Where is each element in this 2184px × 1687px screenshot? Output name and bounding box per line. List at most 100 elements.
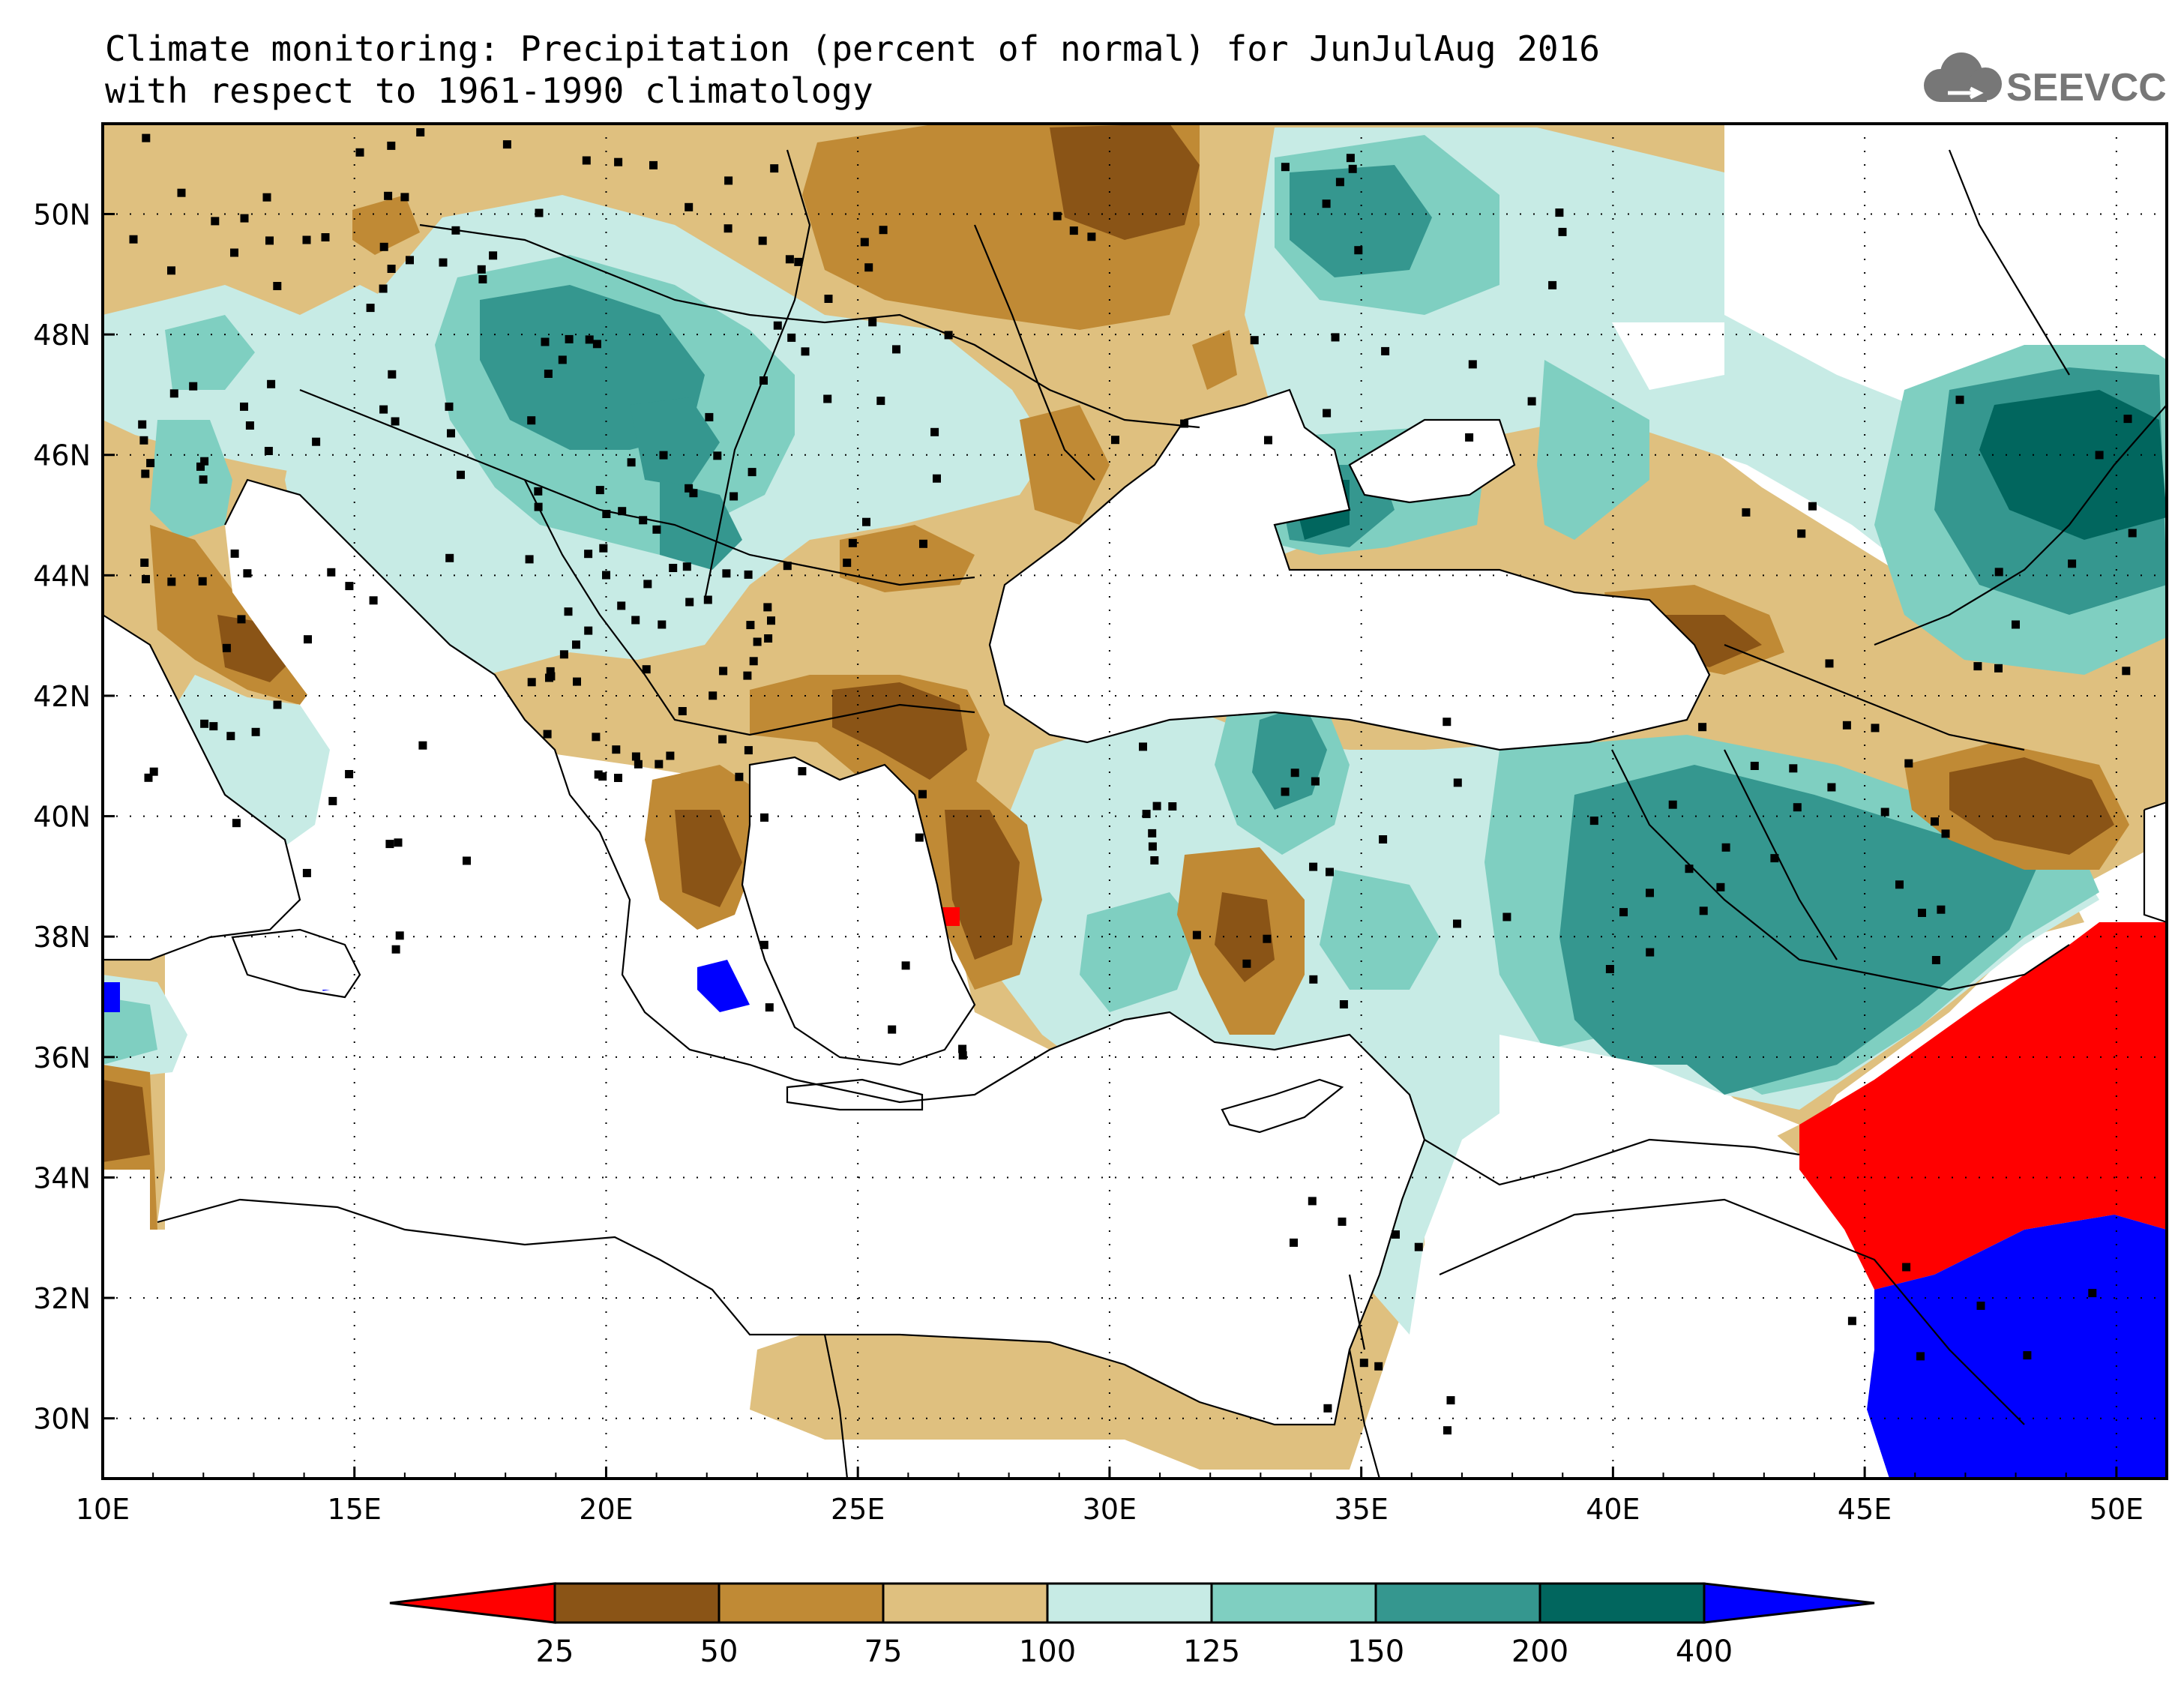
station-marker xyxy=(1827,783,1836,792)
station-marker xyxy=(535,208,544,217)
station-marker xyxy=(1880,808,1889,817)
station-marker xyxy=(669,564,678,572)
colorbar-label: 125 xyxy=(1183,1635,1240,1669)
y-tick-label: 42N xyxy=(33,680,91,713)
station-marker xyxy=(140,559,149,567)
station-marker xyxy=(1931,817,1939,826)
station-marker xyxy=(722,569,731,578)
station-marker xyxy=(264,447,273,455)
y-tick-label: 32N xyxy=(33,1282,91,1315)
station-marker xyxy=(749,657,758,666)
caspian-sea xyxy=(2144,802,2167,922)
station-marker xyxy=(685,202,694,211)
station-marker xyxy=(1976,1302,1985,1310)
station-marker xyxy=(457,470,465,479)
station-marker xyxy=(930,427,939,436)
station-marker xyxy=(1770,854,1779,863)
station-marker xyxy=(783,562,792,571)
station-marker xyxy=(1750,762,1759,770)
station-marker xyxy=(1605,965,1614,973)
station-marker xyxy=(1322,199,1331,208)
station-marker xyxy=(848,538,857,547)
station-marker xyxy=(1150,856,1159,864)
station-marker xyxy=(1808,502,1817,511)
station-marker xyxy=(1152,802,1161,811)
station-marker xyxy=(445,402,454,411)
station-marker xyxy=(541,337,550,346)
station-marker xyxy=(592,733,601,742)
station-marker xyxy=(1250,336,1259,345)
x-tick-label: 30E xyxy=(1083,1493,1137,1526)
station-marker xyxy=(666,751,675,760)
station-marker xyxy=(602,510,611,518)
station-marker xyxy=(713,451,722,460)
station-marker xyxy=(230,248,238,257)
station-marker xyxy=(753,637,762,646)
station-marker xyxy=(2088,1289,2097,1298)
station-marker xyxy=(794,257,803,266)
station-marker xyxy=(1323,409,1332,418)
station-marker xyxy=(149,767,158,776)
colorbar-overflow-triangle xyxy=(1703,1582,1875,1624)
station-marker xyxy=(1168,802,1177,811)
y-tick-label: 48N xyxy=(33,319,91,352)
station-marker xyxy=(1973,662,1982,671)
africa-border xyxy=(823,1274,1366,1479)
station-marker xyxy=(240,214,249,223)
station-marker xyxy=(1338,1217,1347,1226)
x-tick-label: 25E xyxy=(831,1493,885,1526)
station-marker xyxy=(1290,1238,1298,1247)
station-marker xyxy=(744,570,753,579)
colorbar-segment xyxy=(718,1582,885,1624)
station-marker xyxy=(198,577,207,586)
station-marker xyxy=(655,760,664,769)
station-marker xyxy=(631,752,640,761)
station-marker xyxy=(627,458,636,467)
station-marker xyxy=(1263,934,1272,943)
map-frame xyxy=(101,122,2168,1480)
station-marker xyxy=(391,945,400,954)
station-marker xyxy=(400,193,409,202)
station-marker xyxy=(759,376,768,385)
station-marker xyxy=(1558,227,1567,236)
station-marker xyxy=(1847,1317,1856,1326)
station-marker xyxy=(565,334,574,343)
station-marker xyxy=(1619,908,1628,917)
station-marker xyxy=(379,242,388,251)
station-marker xyxy=(685,598,694,607)
crete xyxy=(786,1078,924,1111)
black-sea-coast xyxy=(988,388,1711,751)
station-marker xyxy=(1142,810,1151,819)
station-marker xyxy=(705,412,714,421)
station-marker xyxy=(747,468,756,477)
station-marker xyxy=(1331,333,1340,342)
station-marker xyxy=(222,643,231,652)
station-marker xyxy=(703,595,712,604)
station-marker xyxy=(649,160,658,169)
station-marker xyxy=(919,539,927,548)
station-marker xyxy=(1335,178,1344,187)
station-marker xyxy=(1716,882,1725,891)
station-marker xyxy=(232,819,241,828)
station-marker xyxy=(1326,867,1334,876)
border-12 xyxy=(1724,643,2025,751)
station-marker xyxy=(388,370,397,379)
station-marker xyxy=(868,318,877,327)
station-marker xyxy=(1148,829,1157,838)
station-marker xyxy=(1895,880,1904,889)
station-marker xyxy=(824,295,833,303)
station-marker xyxy=(685,484,694,493)
station-marker xyxy=(1685,864,1694,873)
station-marker xyxy=(860,238,869,247)
station-marker xyxy=(564,607,573,616)
station-marker xyxy=(598,772,607,781)
station-marker xyxy=(1192,930,1201,939)
station-marker xyxy=(1918,909,1926,917)
colorbar-label: 400 xyxy=(1676,1635,1733,1669)
station-marker xyxy=(385,840,394,849)
station-marker xyxy=(196,462,205,471)
station-marker xyxy=(2128,529,2137,538)
station-marker xyxy=(1446,1396,1455,1405)
station-marker xyxy=(614,157,623,166)
station-marker xyxy=(689,489,698,498)
